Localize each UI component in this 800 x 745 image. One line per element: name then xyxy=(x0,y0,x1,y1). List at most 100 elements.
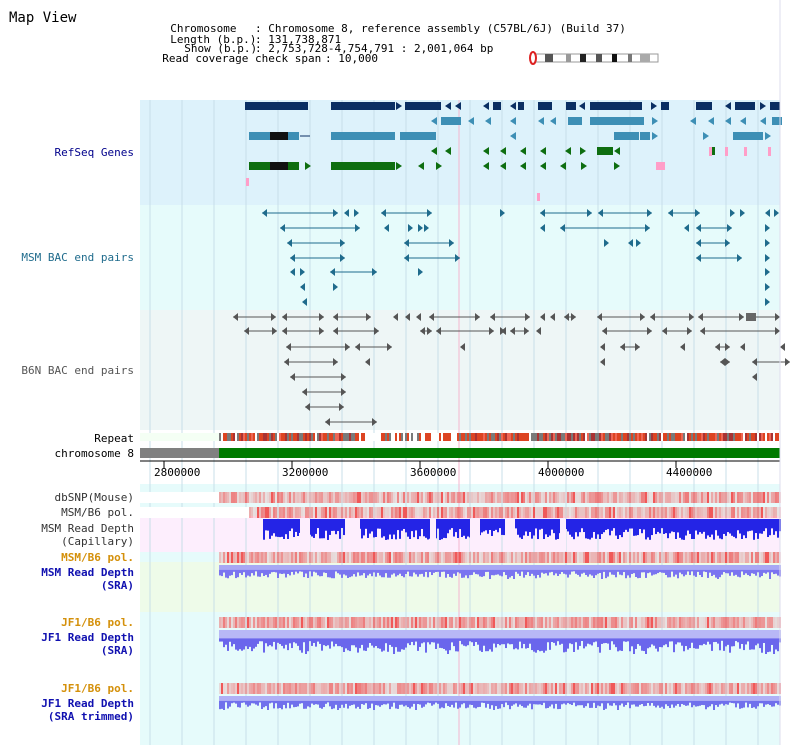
pol-mark xyxy=(249,683,251,694)
track-label-jf1-depth-sra-2[interactable]: (SRA) xyxy=(100,644,134,657)
track-label-jf1-depth-sra-1[interactable]: JF1 Read Depth xyxy=(41,631,134,644)
depth-bar xyxy=(451,565,453,578)
track-label-msm-depth-sra-1[interactable]: MSM Read Depth xyxy=(41,566,134,579)
track-label-b6n-bac[interactable]: B6N BAC end pairs xyxy=(21,364,134,377)
bac-end xyxy=(280,224,285,232)
pol-mark xyxy=(683,492,685,503)
pol-mark xyxy=(353,683,355,694)
pol-mark xyxy=(505,507,507,518)
pol-mark xyxy=(287,617,289,628)
depth-bar xyxy=(749,696,751,701)
depth-bar xyxy=(299,630,301,639)
pol-mark xyxy=(655,617,657,628)
bac-end xyxy=(597,313,602,321)
depth-bar xyxy=(369,565,371,570)
track-label-msm-depth-cap-2[interactable]: (Capillary) xyxy=(61,535,134,548)
repeat-mark xyxy=(455,433,457,441)
depth-bar xyxy=(697,565,699,570)
depth-bar xyxy=(261,565,263,570)
repeat-mark xyxy=(541,433,543,441)
track-label-msm-bac[interactable]: MSM BAC end pairs xyxy=(21,251,134,264)
depth-bar xyxy=(359,696,361,701)
depth-bar xyxy=(553,696,555,709)
depth-bar xyxy=(307,696,309,707)
gene-arrow xyxy=(510,132,516,140)
depth-bar xyxy=(287,630,289,639)
depth-bar xyxy=(741,696,743,701)
depth-bar xyxy=(347,696,349,701)
depth-bar xyxy=(689,630,691,649)
pol-mark xyxy=(593,683,595,694)
pol-mark xyxy=(543,507,545,518)
gene-block xyxy=(331,162,395,170)
track-label-refseq[interactable]: RefSeq Genes xyxy=(54,146,134,159)
gene-block xyxy=(744,147,747,156)
track-label-msm-depth-sra-2[interactable]: (SRA) xyxy=(100,579,134,592)
depth-bar xyxy=(423,696,425,707)
pol-mark xyxy=(739,492,741,503)
pol-mark xyxy=(525,507,527,518)
depth-bar xyxy=(715,519,717,531)
depth-bar xyxy=(533,565,535,576)
pol-mark xyxy=(569,507,571,518)
pol-mark xyxy=(731,683,733,694)
pol-mark xyxy=(539,492,541,503)
depth-bar xyxy=(241,565,243,575)
depth-bar xyxy=(539,630,541,652)
track-label-msm-b6-pol-2[interactable]: MSM/B6 pol. xyxy=(61,551,134,564)
depth-bar xyxy=(445,519,447,539)
pol-mark xyxy=(355,552,357,563)
pol-mark xyxy=(503,617,505,628)
pol-mark xyxy=(417,492,419,503)
track-label-chromosome[interactable]: chromosome 8 xyxy=(54,447,134,460)
pol-mark xyxy=(429,507,431,518)
track-label-jf1-depth-trim-1[interactable]: JF1 Read Depth xyxy=(41,697,134,710)
pol-mark xyxy=(557,617,559,628)
pol-mark xyxy=(601,617,603,628)
depth-bar xyxy=(617,519,619,539)
repeat-mark xyxy=(515,433,517,441)
track-label-jf1-b6-pol-2[interactable]: JF1/B6 pol. xyxy=(61,682,134,695)
depth-bar xyxy=(691,565,693,570)
depth-bar xyxy=(279,519,281,538)
bac-end xyxy=(345,343,350,351)
track-label-dbsnp[interactable]: dbSNP(Mouse) xyxy=(54,491,134,504)
pol-mark xyxy=(319,683,321,694)
depth-bar xyxy=(433,696,435,701)
track-label-msm-b6-pol-1[interactable]: MSM/B6 pol. xyxy=(61,506,134,519)
depth-gap xyxy=(560,519,566,551)
pol-mark xyxy=(629,492,631,503)
depth-bar xyxy=(271,630,273,639)
depth-bar xyxy=(427,630,429,639)
depth-bar xyxy=(253,696,255,701)
pol-mark xyxy=(687,507,689,518)
pol-mark xyxy=(289,683,291,694)
ideogram-band xyxy=(612,54,617,62)
repeat-mark xyxy=(601,433,603,441)
repeat-mark xyxy=(635,433,637,441)
pol-mark xyxy=(307,507,309,518)
depth-bar xyxy=(623,630,625,639)
pol-mark xyxy=(435,507,437,518)
depth-bar xyxy=(777,565,779,570)
pol-mark xyxy=(635,617,637,628)
pol-mark xyxy=(541,492,543,503)
track-label-jf1-depth-trim-2[interactable]: (SRA trimmed) xyxy=(47,710,134,723)
depth-bar xyxy=(559,630,561,639)
track-label-jf1-b6-pol-1[interactable]: JF1/B6 pol. xyxy=(61,616,134,629)
pol-mark xyxy=(663,552,665,563)
track-label-msm-depth-cap-1[interactable]: MSM Read Depth xyxy=(41,522,134,535)
pol-mark xyxy=(375,683,377,694)
bac-end xyxy=(600,343,605,351)
pol-mark xyxy=(325,617,327,628)
pol-mark xyxy=(387,683,389,694)
depth-bar xyxy=(489,519,491,530)
depth-bar xyxy=(343,565,345,570)
repeat-mark xyxy=(255,433,257,441)
pol-mark xyxy=(607,552,609,563)
track-label-repeat[interactable]: Repeat xyxy=(94,432,134,445)
repeat-mark xyxy=(437,433,439,441)
repeat-mark xyxy=(413,433,415,441)
depth-bar xyxy=(591,565,593,576)
